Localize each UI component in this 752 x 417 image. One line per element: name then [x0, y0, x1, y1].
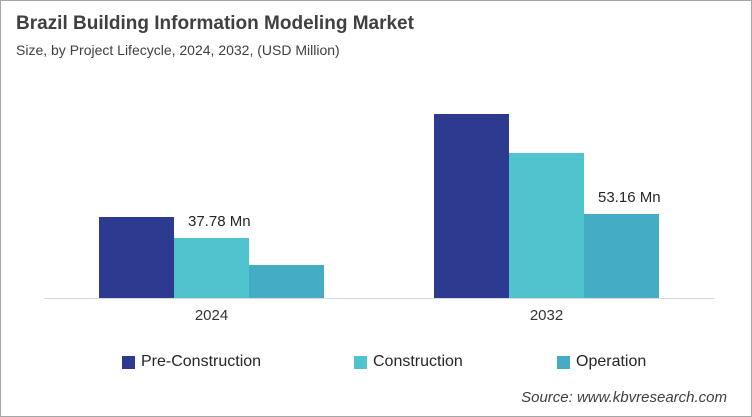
legend-label: Construction — [373, 353, 463, 370]
bar-2032-operation[interactable] — [584, 214, 659, 298]
bar-2024-operation[interactable] — [249, 265, 324, 298]
plot-area: 37.78 Mn 2024 53.16 Mn 2032 — [44, 91, 715, 324]
bar-2024-construction[interactable] — [174, 238, 249, 298]
bar-2032-construction[interactable] — [509, 153, 584, 298]
bar-2024-pre-construction[interactable] — [99, 217, 174, 298]
source-attribution: Source: www.kbvresearch.com — [521, 389, 727, 406]
x-axis-label: 2024 — [194, 307, 229, 324]
legend-item-operation[interactable]: Operation — [557, 353, 646, 371]
legend-item-construction[interactable]: Construction — [354, 353, 463, 371]
data-label: 53.16 Mn — [598, 189, 661, 206]
bar-2032-pre-construction[interactable] — [434, 114, 509, 298]
legend-item-pre-construction[interactable]: Pre-Construction — [122, 353, 261, 371]
chart-title: Brazil Building Information Modeling Mar… — [16, 13, 414, 34]
legend-label: Pre-Construction — [141, 353, 262, 370]
operation-swatch-icon — [557, 355, 570, 369]
data-label: 37.78 Mn — [188, 213, 251, 230]
chart-subtitle: Size, by Project Lifecycle, 2024, 2032, … — [16, 42, 340, 58]
pre-construction-swatch-icon — [122, 355, 135, 369]
legend-label: Operation — [576, 353, 647, 370]
x-axis-label: 2032 — [529, 307, 564, 324]
construction-swatch-icon — [354, 355, 367, 369]
